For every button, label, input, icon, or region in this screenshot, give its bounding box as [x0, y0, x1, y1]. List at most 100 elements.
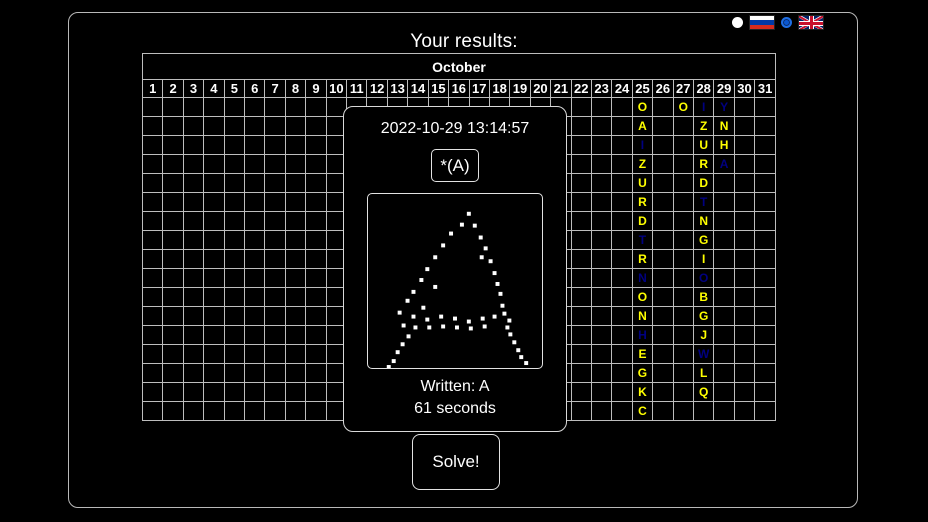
calendar-cell-filled[interactable]: Z: [631, 153, 654, 174]
calendar-cell-empty[interactable]: [733, 343, 756, 364]
calendar-day-header[interactable]: 24: [611, 78, 633, 98]
calendar-cell-empty[interactable]: [264, 96, 286, 117]
calendar-cell-empty[interactable]: [754, 191, 776, 212]
calendar-cell-empty[interactable]: [672, 400, 694, 421]
calendar-cell-empty[interactable]: [570, 248, 592, 269]
calendar-cell-empty[interactable]: [611, 153, 633, 174]
calendar-cell-empty[interactable]: [223, 286, 246, 307]
calendar-cell-empty[interactable]: [244, 400, 266, 421]
calendar-cell-empty[interactable]: [264, 172, 286, 193]
calendar-cell-empty[interactable]: [590, 286, 613, 307]
calendar-cell-empty[interactable]: [325, 191, 348, 212]
calendar-cell-empty[interactable]: [284, 267, 307, 288]
ru-flag-icon[interactable]: [749, 15, 775, 30]
calendar-day-header[interactable]: 29: [713, 78, 735, 98]
calendar-cell-filled[interactable]: A: [631, 115, 654, 136]
calendar-cell-empty[interactable]: [570, 172, 592, 193]
calendar-cell-empty[interactable]: [162, 153, 184, 174]
calendar-cell-empty[interactable]: [223, 172, 246, 193]
calendar-cell-empty[interactable]: [672, 286, 694, 307]
calendar-cell-empty[interactable]: [264, 134, 286, 155]
calendar-cell-empty[interactable]: [244, 324, 266, 345]
calendar-cell-empty[interactable]: [570, 153, 592, 174]
calendar-cell-empty[interactable]: [590, 305, 613, 326]
calendar-cell-empty[interactable]: [305, 153, 327, 174]
calendar-cell-empty[interactable]: [652, 267, 674, 288]
calendar-cell-empty[interactable]: [611, 229, 633, 250]
calendar-cell-empty[interactable]: [305, 96, 327, 117]
calendar-cell-empty[interactable]: [733, 324, 756, 345]
calendar-cell-empty[interactable]: [203, 248, 225, 269]
calendar-cell-empty[interactable]: [141, 115, 164, 136]
calendar-cell-empty[interactable]: [244, 229, 266, 250]
calendar-cell-empty[interactable]: [611, 96, 633, 117]
calendar-cell-empty[interactable]: [223, 400, 246, 421]
calendar-cell-empty[interactable]: [223, 343, 246, 364]
calendar-cell-filled[interactable]: G: [631, 362, 654, 383]
calendar-day-header[interactable]: 2: [162, 78, 184, 98]
calendar-cell-empty[interactable]: [305, 400, 327, 421]
calendar-cell-empty[interactable]: [182, 381, 205, 402]
calendar-cell-filled[interactable]: O: [631, 96, 654, 117]
calendar-cell-empty[interactable]: [672, 172, 694, 193]
calendar-cell-empty[interactable]: [713, 324, 735, 345]
calendar-cell-empty[interactable]: [590, 96, 613, 117]
calendar-cell-empty[interactable]: [672, 229, 694, 250]
calendar-cell-empty[interactable]: [305, 324, 327, 345]
calendar-cell-empty[interactable]: [590, 210, 613, 231]
calendar-cell-empty[interactable]: [203, 134, 225, 155]
calendar-cell-empty[interactable]: [284, 305, 307, 326]
calendar-cell-filled[interactable]: N: [692, 210, 715, 231]
calendar-cell-empty[interactable]: [611, 286, 633, 307]
calendar-cell-empty[interactable]: [611, 400, 633, 421]
calendar-cell-empty[interactable]: [590, 229, 613, 250]
calendar-cell-empty[interactable]: [305, 248, 327, 269]
calendar-day-header[interactable]: 19: [509, 78, 531, 98]
calendar-cell-empty[interactable]: [203, 286, 225, 307]
calendar-day-header[interactable]: 27: [672, 78, 694, 98]
calendar-cell-empty[interactable]: [203, 210, 225, 231]
calendar-cell-empty[interactable]: [182, 172, 205, 193]
calendar-cell-empty[interactable]: [733, 248, 756, 269]
calendar-cell-empty[interactable]: [652, 134, 674, 155]
calendar-cell-filled[interactable]: W: [692, 343, 715, 364]
calendar-cell-empty[interactable]: [203, 362, 225, 383]
calendar-cell-empty[interactable]: [141, 324, 164, 345]
calendar-cell-empty[interactable]: [652, 210, 674, 231]
calendar-cell-empty[interactable]: [162, 248, 184, 269]
calendar-cell-empty[interactable]: [264, 286, 286, 307]
calendar-cell-empty[interactable]: [754, 286, 776, 307]
calendar-cell-empty[interactable]: [652, 115, 674, 136]
calendar-cell-empty[interactable]: [733, 172, 756, 193]
calendar-day-header[interactable]: 26: [652, 78, 674, 98]
calendar-cell-filled[interactable]: C: [631, 400, 654, 421]
calendar-day-header[interactable]: 12: [366, 78, 388, 98]
calendar-cell-empty[interactable]: [244, 381, 266, 402]
calendar-cell-empty[interactable]: [223, 115, 246, 136]
calendar-day-header[interactable]: 3: [182, 78, 205, 98]
calendar-cell-empty[interactable]: [244, 248, 266, 269]
calendar-cell-empty[interactable]: [203, 191, 225, 212]
uk-flag-icon[interactable]: [798, 15, 824, 30]
calendar-cell-empty[interactable]: [141, 400, 164, 421]
calendar-cell-empty[interactable]: [244, 286, 266, 307]
calendar-cell-empty[interactable]: [264, 210, 286, 231]
calendar-cell-empty[interactable]: [672, 267, 694, 288]
calendar-cell-empty[interactable]: [305, 115, 327, 136]
calendar-cell-empty[interactable]: [284, 96, 307, 117]
calendar-cell-empty[interactable]: [141, 229, 164, 250]
language-radio-ru[interactable]: [732, 17, 743, 28]
calendar-cell-empty[interactable]: [305, 210, 327, 231]
calendar-cell-filled[interactable]: D: [692, 172, 715, 193]
calendar-cell-empty[interactable]: [713, 286, 735, 307]
calendar-cell-empty[interactable]: [244, 343, 266, 364]
calendar-cell-empty[interactable]: [570, 229, 592, 250]
calendar-cell-empty[interactable]: [754, 362, 776, 383]
calendar-cell-filled[interactable]: A: [713, 153, 735, 174]
calendar-cell-empty[interactable]: [713, 172, 735, 193]
calendar-cell-empty[interactable]: [590, 400, 613, 421]
calendar-cell-empty[interactable]: [672, 191, 694, 212]
calendar-cell-empty[interactable]: [570, 286, 592, 307]
calendar-cell-empty[interactable]: [611, 248, 633, 269]
calendar-day-header[interactable]: 9: [305, 78, 327, 98]
